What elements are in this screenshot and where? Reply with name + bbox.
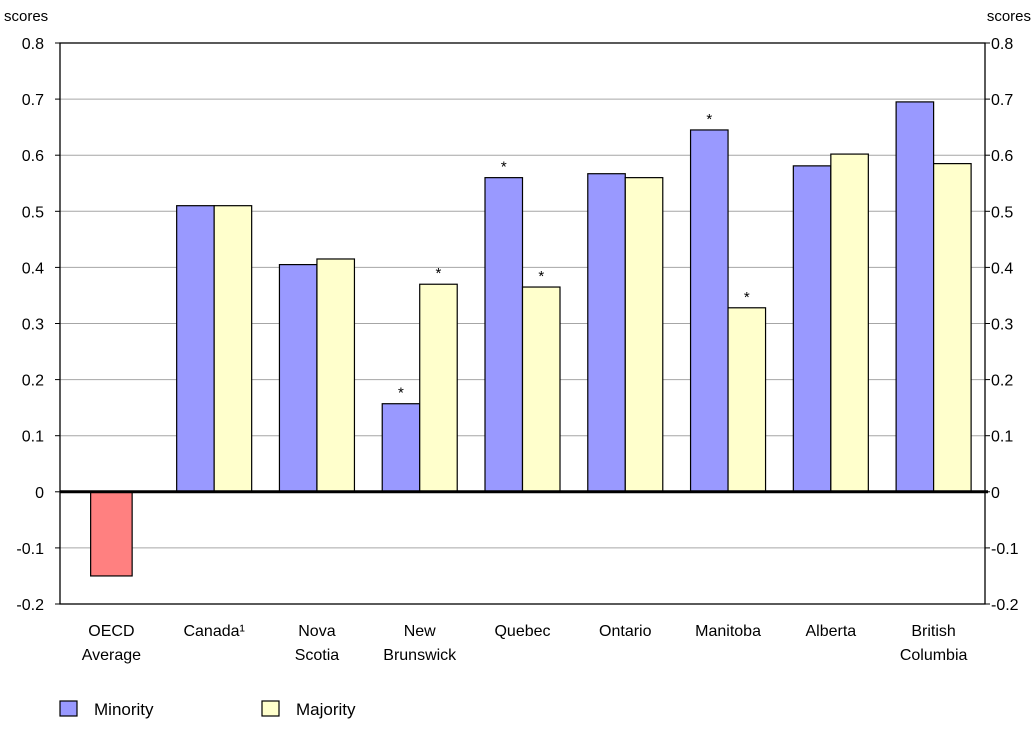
y-tick-label-left: 0.7 [22, 92, 44, 109]
bar-majority [830, 153, 869, 493]
legend: Minority Majority [59, 700, 356, 719]
category-label: Manitoba [695, 623, 761, 640]
y-axis-unit-left: scores [4, 8, 48, 25]
bar-majority [316, 258, 356, 493]
y-tick-label-left: 0.4 [22, 260, 44, 277]
y-tick-label-left: 0 [35, 485, 44, 502]
bar-minority [689, 129, 729, 493]
y-tick-label-right: 0 [991, 485, 1000, 502]
legend-swatch [261, 700, 280, 717]
category-label: Quebec [494, 623, 550, 640]
labels: 0.8 0.8 0.7 0.7 0.6 0.6 0.5 0.5 0.4 0.4 0.3 0.3 0.2 0… [4, 8, 1031, 664]
y-tick-label-right: 0.8 [991, 36, 1013, 53]
category-label: British [911, 623, 955, 640]
y-tick-label-left: 0.8 [22, 36, 44, 53]
y-tick-label-right: -0.2 [991, 597, 1019, 614]
y-tick-label-left: -0.1 [16, 541, 44, 558]
legend-label: Minority [94, 700, 154, 719]
category-label: Average [82, 647, 141, 664]
y-tick-label-left: -0.2 [16, 597, 44, 614]
category-label: Alberta [805, 623, 856, 640]
y-tick-label-right: 0.7 [991, 92, 1013, 109]
y-tick-label-right: 0.5 [991, 204, 1013, 221]
bar-majority [521, 286, 561, 493]
y-axis-unit-right: scores [987, 8, 1031, 25]
bar-minority [381, 403, 421, 493]
significance-marker: * [706, 111, 712, 128]
bar-minority [587, 173, 626, 493]
legend-swatch [59, 700, 78, 717]
category-label: Scotia [295, 647, 340, 664]
category-label: Columbia [900, 647, 968, 664]
significance-marker: * [436, 265, 442, 282]
bar-minority [278, 263, 318, 493]
significance-marker: * [398, 385, 404, 402]
y-tick-label-left: 0.6 [22, 148, 44, 165]
bar-majority [624, 177, 664, 493]
category-label: Canada¹ [183, 623, 244, 640]
bar-majority [727, 307, 767, 493]
y-tick-label-right: 0.2 [991, 373, 1013, 390]
bar-majority [933, 163, 972, 493]
significance-marker: * [538, 268, 544, 285]
legend-label: Majority [296, 700, 356, 719]
significance-marker: * [501, 159, 507, 176]
axes [55, 42, 990, 605]
y-tick-label-right: 0.3 [991, 317, 1013, 334]
bar-minority [484, 177, 524, 493]
y-tick-label-left: 0.5 [22, 204, 44, 221]
bar-minority [895, 101, 935, 493]
category-label: Brunswick [383, 647, 457, 664]
category-label: Ontario [599, 623, 652, 640]
y-tick-label-left: 0.3 [22, 317, 44, 334]
category-label: Nova [298, 623, 335, 640]
significance-marker: * [744, 289, 750, 306]
bar-majority [419, 283, 458, 493]
bars [90, 101, 972, 577]
y-tick-label-left: 0.1 [22, 429, 44, 446]
bar-minority [176, 205, 215, 493]
y-tick-label-right: 0.6 [991, 148, 1013, 165]
y-tick-label-left: 0.2 [22, 373, 44, 390]
y-tick-label-right: 0.1 [991, 429, 1013, 446]
category-label: New [404, 623, 436, 640]
category-label: OECD [88, 623, 134, 640]
bar-majority [213, 205, 253, 493]
bar-minority [792, 165, 832, 493]
bar-oecd-average [90, 491, 133, 577]
y-tick-label-right: -0.1 [991, 541, 1019, 558]
y-tick-label-right: 0.4 [991, 260, 1013, 277]
